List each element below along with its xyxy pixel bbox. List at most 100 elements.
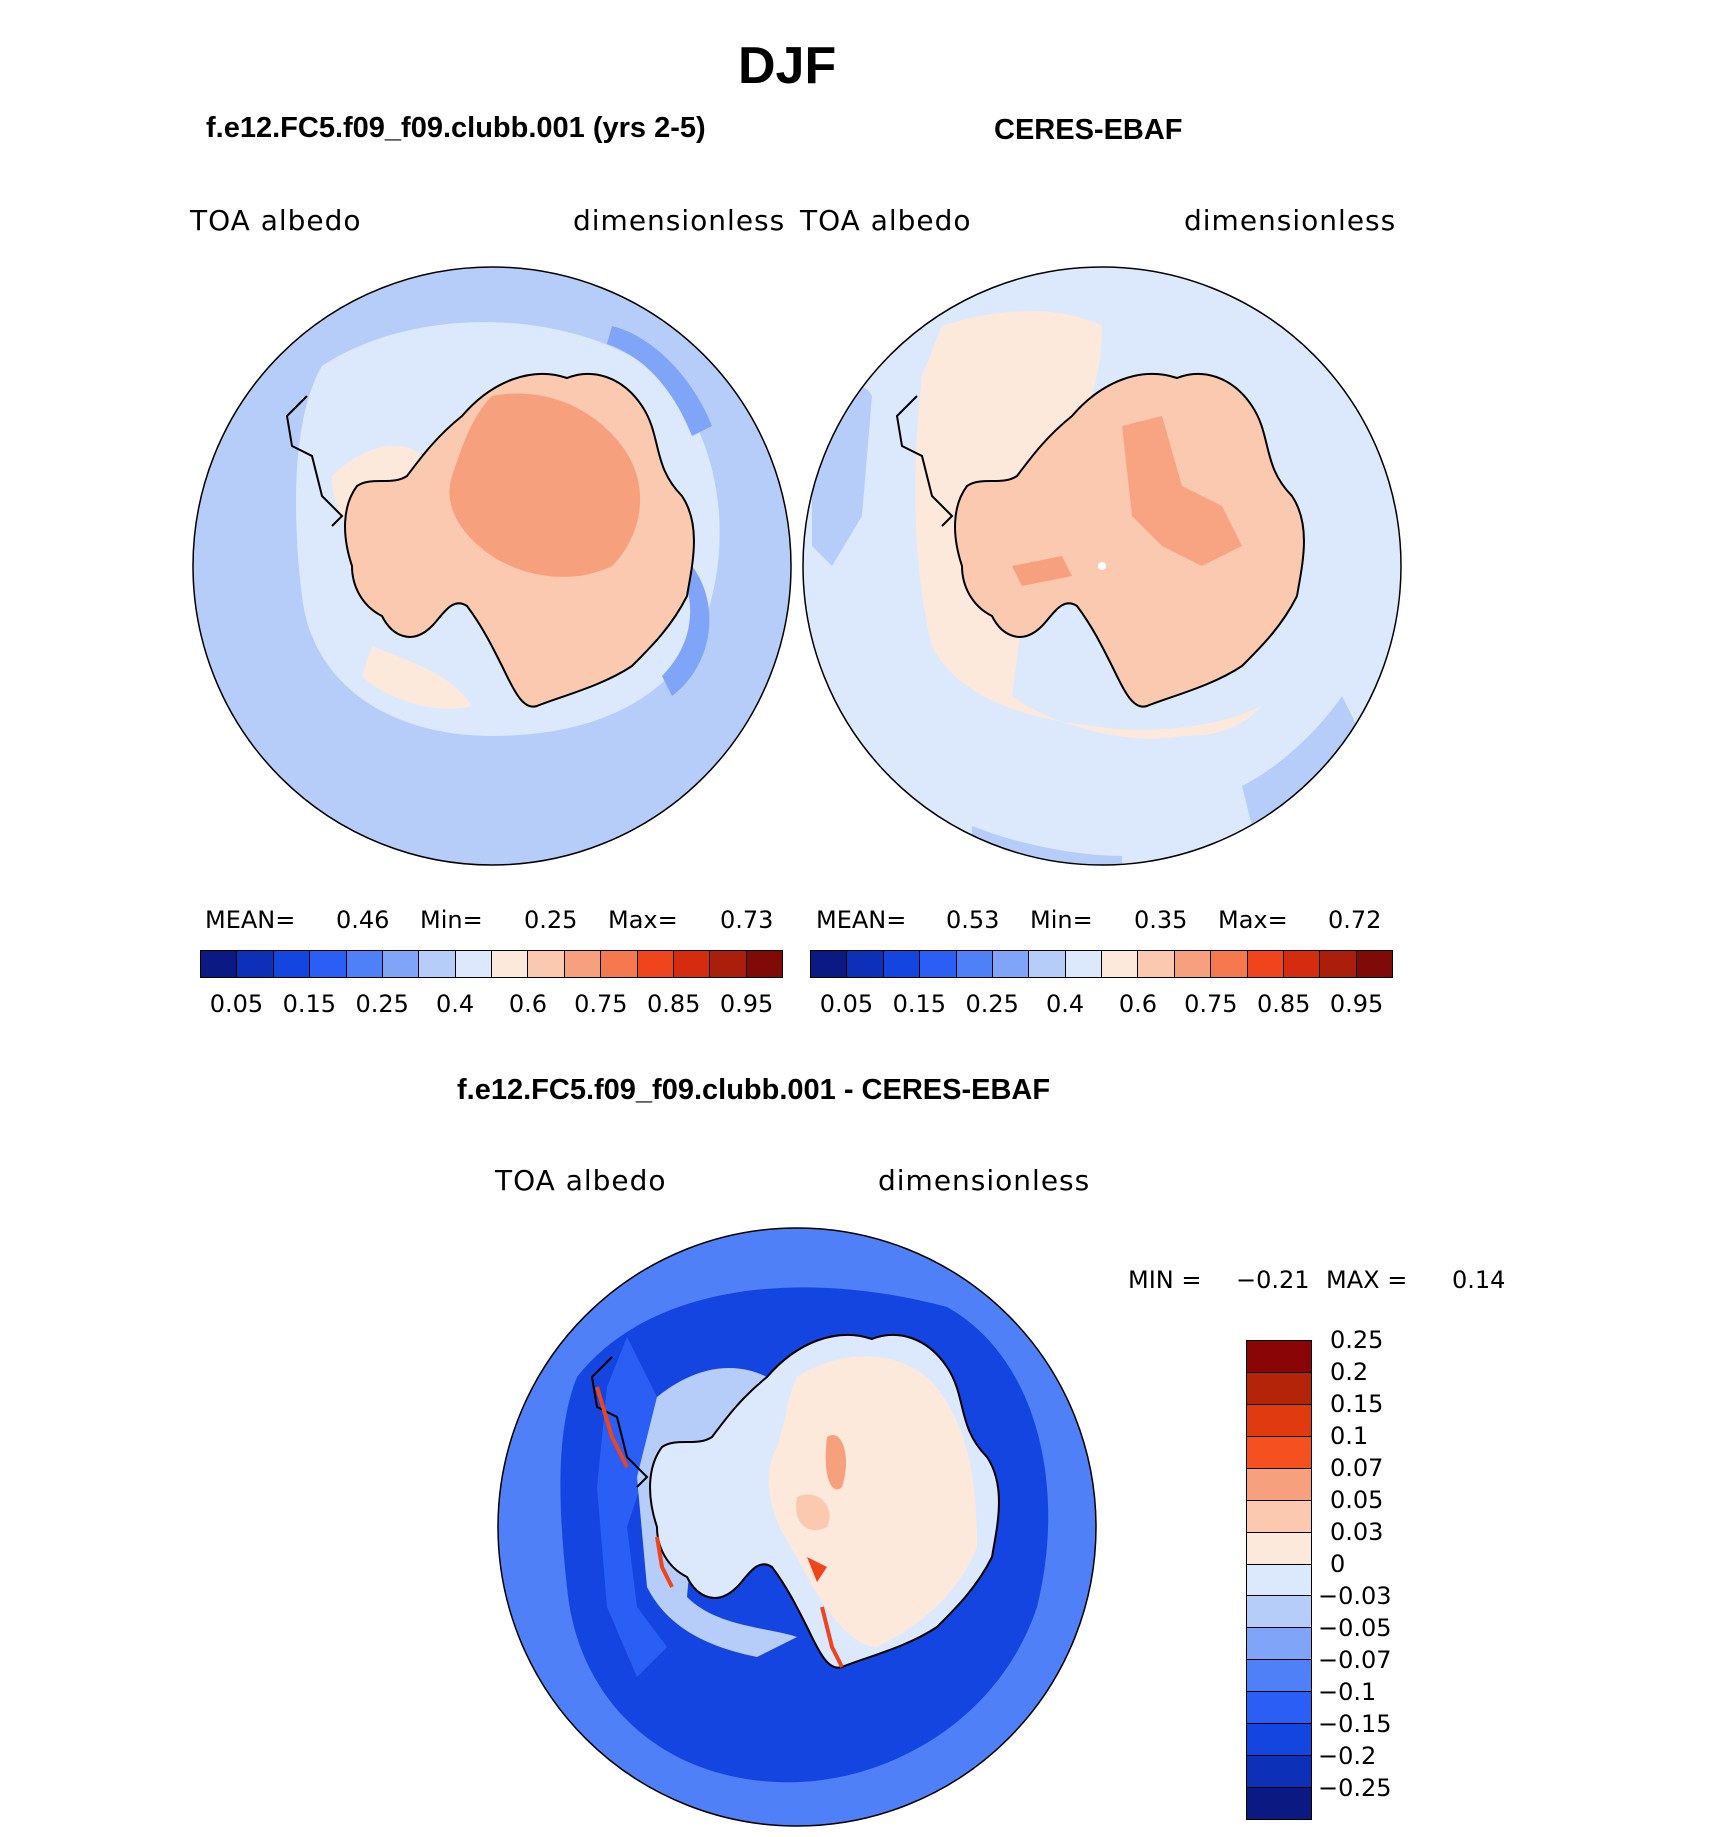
- colorbar-swatch: [746, 951, 782, 977]
- colorbar-tick-label: −0.15: [1318, 1710, 1392, 1738]
- model-min-value: 0.25: [524, 906, 578, 934]
- colorbar-swatch: [673, 951, 711, 977]
- colorbar-swatch: [1247, 1467, 1311, 1500]
- colorbar-tick-label: 0.05: [209, 990, 264, 1018]
- colorbar-swatch: [1247, 1659, 1311, 1692]
- colorbar-tick-label: 0.4: [435, 990, 475, 1018]
- model-mean-value: 0.46: [336, 906, 390, 934]
- diff-min-value: −0.21: [1236, 1266, 1310, 1294]
- obs-min-label: Min=: [1030, 906, 1093, 934]
- colorbar-tick-label: 0.15: [282, 990, 337, 1018]
- colorbar-tick-label: 0.05: [1330, 1486, 1384, 1514]
- colorbar-swatch: [1247, 1435, 1311, 1468]
- colorbar-tick-label: 0.05: [819, 990, 874, 1018]
- colorbar-swatch: [273, 951, 311, 977]
- colorbar-swatch: [382, 951, 420, 977]
- colorbar-tick-label: 0.25: [965, 990, 1019, 1018]
- diff-panel-title: f.e12.FC5.f09_f09.clubb.001 - CERES-EBAF: [457, 1074, 1051, 1106]
- colorbar-swatch: [1356, 951, 1392, 977]
- colorbar-tick-label: 0.95: [1329, 990, 1384, 1018]
- obs-panel-title: CERES-EBAF: [994, 114, 1183, 146]
- colorbar-swatch: [455, 951, 492, 977]
- model-variable-label: TOA albedo: [190, 204, 362, 237]
- model-max-label: Max=: [608, 906, 678, 934]
- obs-colorbar-ticks: 0.05 0.15 0.25 0.4 0.6 0.75 0.85 0.95: [810, 990, 1393, 1020]
- model-colorbar: [200, 950, 783, 978]
- diff-max-label: MAX =: [1326, 1266, 1408, 1294]
- colorbar-tick-label: 0.07: [1330, 1454, 1384, 1482]
- colorbar-swatch: [492, 951, 529, 977]
- obs-mean-value: 0.53: [946, 906, 1000, 934]
- obs-polar-map: [802, 266, 1402, 866]
- colorbar-tick-label: 0.1: [1330, 1422, 1369, 1450]
- colorbar-swatch: [710, 951, 747, 977]
- colorbar-swatch: [1102, 951, 1139, 977]
- colorbar-swatch: [883, 951, 921, 977]
- colorbar-tick-label: −0.05: [1318, 1614, 1392, 1642]
- colorbar-swatch: [419, 951, 456, 977]
- colorbar-swatch: [1247, 1371, 1311, 1404]
- page-title: DJF: [738, 37, 837, 95]
- colorbar-swatch: [1247, 1723, 1311, 1756]
- model-colorbar-ticks: 0.05 0.15 0.25 0.4 0.6 0.75 0.85 0.95: [200, 990, 783, 1020]
- colorbar-swatch: [992, 951, 1030, 977]
- model-polar-map: [192, 266, 792, 866]
- colorbar-swatch: [1247, 951, 1284, 977]
- colorbar-swatch: [1247, 1563, 1311, 1596]
- colorbar-swatch: [310, 951, 347, 977]
- diff-colorbar: [1246, 1340, 1312, 1820]
- diff-max-value: 0.14: [1452, 1266, 1506, 1294]
- colorbar-swatch: [920, 951, 957, 977]
- colorbar-swatch: [1247, 1340, 1311, 1372]
- colorbar-tick-label: 0.03: [1330, 1518, 1384, 1546]
- colorbar-tick-label: 0.85: [646, 990, 701, 1018]
- colorbar-swatch: [346, 951, 383, 977]
- model-min-label: Min=: [420, 906, 483, 934]
- colorbar-swatch: [201, 951, 238, 977]
- colorbar-swatch: [1247, 1595, 1311, 1628]
- colorbar-swatch: [564, 951, 602, 977]
- obs-max-label: Max=: [1218, 906, 1288, 934]
- colorbar-tick-label: −0.2: [1318, 1742, 1377, 1770]
- colorbar-swatch: [1247, 1691, 1311, 1724]
- colorbar-swatch: [1247, 1499, 1311, 1532]
- colorbar-tick-label: −0.25: [1318, 1774, 1392, 1802]
- colorbar-tick-label: −0.1: [1318, 1678, 1377, 1706]
- obs-colorbar: [810, 950, 1393, 978]
- model-units-label: dimensionless: [573, 204, 786, 237]
- colorbar-swatch: [811, 951, 848, 977]
- colorbar-swatch: [847, 951, 884, 977]
- model-panel-title: f.e12.FC5.f09_f09.clubb.001 (yrs 2-5): [206, 112, 706, 144]
- colorbar-swatch: [1138, 951, 1175, 977]
- colorbar-swatch: [1247, 1787, 1311, 1819]
- colorbar-swatch: [1247, 1531, 1311, 1564]
- diff-min-label: MIN =: [1128, 1266, 1202, 1294]
- colorbar-tick-label: −0.07: [1318, 1646, 1392, 1674]
- colorbar-swatch: [1247, 1403, 1311, 1436]
- colorbar-tick-label: 0.95: [719, 990, 774, 1018]
- colorbar-tick-label: 0: [1330, 1550, 1346, 1578]
- colorbar-swatch: [601, 951, 638, 977]
- obs-variable-label: TOA albedo: [800, 204, 972, 237]
- colorbar-tick-label: 0.25: [355, 990, 409, 1018]
- colorbar-tick-label: 0.4: [1045, 990, 1085, 1018]
- diff-polar-map: [497, 1227, 1097, 1827]
- colorbar-tick-label: 0.2: [1330, 1358, 1369, 1386]
- colorbar-tick-label: 0.85: [1256, 990, 1311, 1018]
- diff-units-label: dimensionless: [878, 1164, 1091, 1197]
- colorbar-swatch: [637, 951, 674, 977]
- obs-mean-label: MEAN=: [816, 906, 907, 934]
- colorbar-swatch: [956, 951, 993, 977]
- colorbar-tick-label: 0.15: [892, 990, 947, 1018]
- model-max-value: 0.73: [720, 906, 774, 934]
- colorbar-tick-label: 0.6: [508, 990, 548, 1018]
- colorbar-swatch: [1174, 951, 1212, 977]
- colorbar-tick-label: −0.03: [1318, 1582, 1392, 1610]
- colorbar-swatch: [1247, 1627, 1311, 1660]
- colorbar-tick-label: 0.15: [1330, 1390, 1384, 1418]
- colorbar-swatch: [1211, 951, 1248, 977]
- diff-colorbar-ticks: −0.25 −0.2 −0.15 −0.1 −0.07 −0.05 −0.03 0 0.03 0.…: [1318, 1326, 1438, 1820]
- colorbar-tick-label: 0.75: [574, 990, 628, 1018]
- colorbar-swatch: [1029, 951, 1066, 977]
- colorbar-tick-label: 0.6: [1118, 990, 1158, 1018]
